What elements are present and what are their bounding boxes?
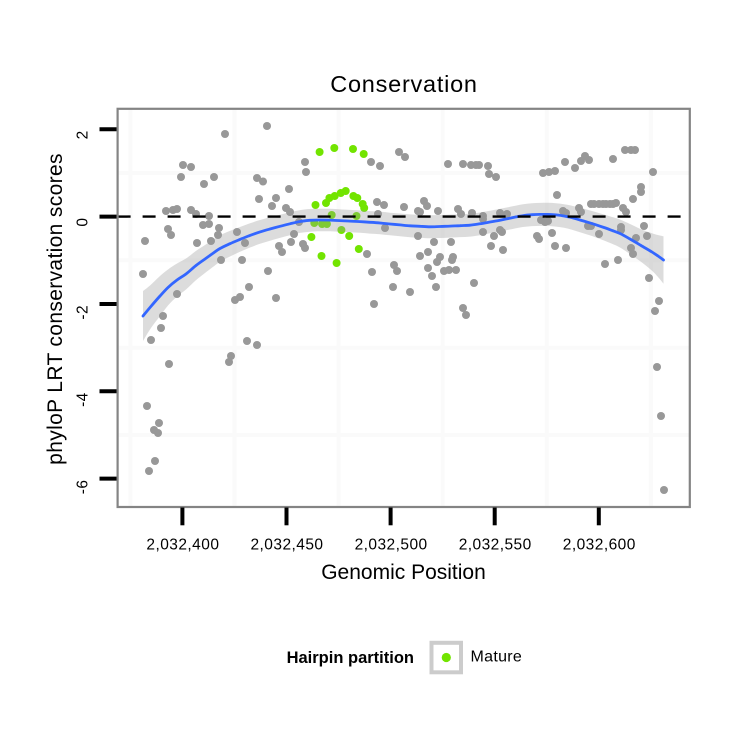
svg-text:2: 2 [75, 130, 92, 139]
svg-text:-6: -6 [75, 480, 92, 495]
svg-text:Mature: Mature [471, 649, 523, 666]
svg-text:-4: -4 [75, 392, 92, 407]
svg-text:-2: -2 [75, 305, 92, 320]
svg-text:0: 0 [75, 218, 92, 227]
svg-text:phyloP LRT conservation scores: phyloP LRT conservation scores [44, 153, 67, 465]
svg-text:Genomic Position: Genomic Position [321, 561, 486, 584]
svg-text:2,032,450: 2,032,450 [250, 537, 323, 554]
svg-text:2,032,600: 2,032,600 [563, 537, 636, 554]
svg-text:2,032,550: 2,032,550 [459, 537, 532, 554]
svg-text:2,032,500: 2,032,500 [355, 537, 428, 554]
svg-text:2,032,400: 2,032,400 [146, 537, 219, 554]
svg-text:Conservation: Conservation [330, 71, 477, 97]
svg-text:Hairpin partition: Hairpin partition [287, 649, 414, 667]
